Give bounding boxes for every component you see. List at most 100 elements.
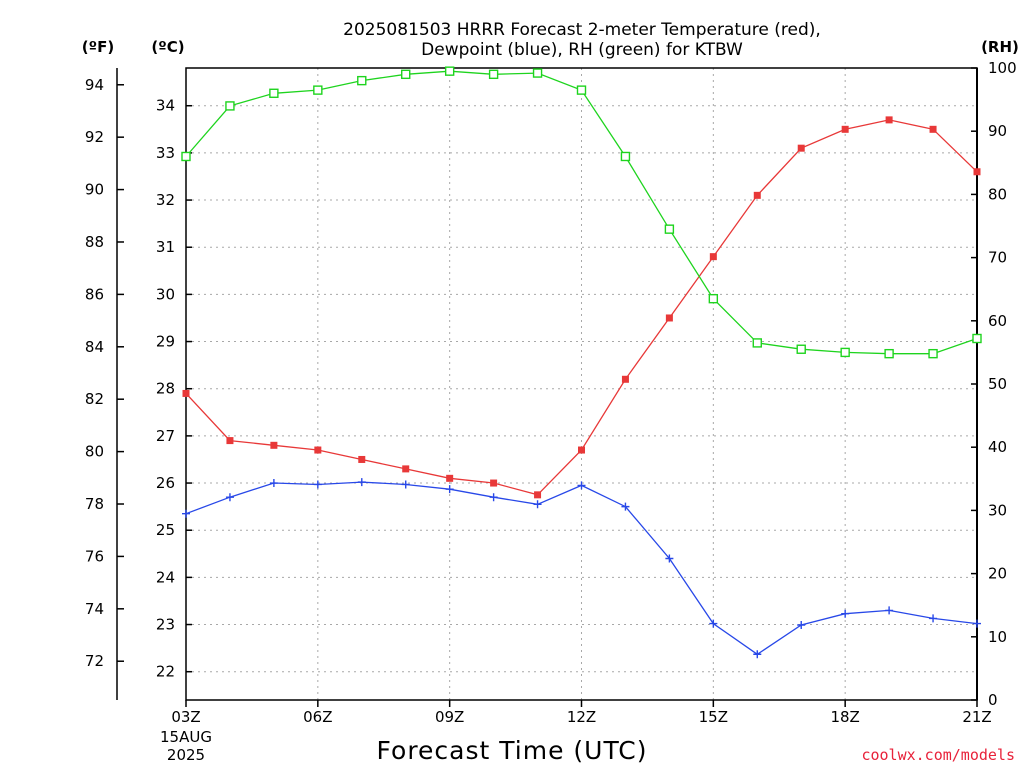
rh-tick-label: 100 (988, 59, 1017, 77)
plot-frame (185, 67, 978, 701)
celsius-tick-label: 26 (156, 474, 175, 492)
x-tick-label: 06Z (303, 708, 332, 726)
dewpoint-point (577, 481, 586, 490)
rh-tick-label: 50 (988, 375, 1007, 393)
rh-point (225, 101, 235, 111)
fahrenheit-tick-label: 86 (85, 285, 104, 303)
celsius-tick-label: 23 (156, 616, 175, 634)
dewpoint-point (269, 479, 278, 488)
celsius-axis-label: (ºC) (151, 38, 184, 56)
rh-point (620, 151, 631, 162)
temperature-point (314, 446, 322, 454)
temperature-series (182, 116, 981, 499)
dewpoint-point (445, 485, 454, 494)
temperature-point (270, 441, 278, 449)
celsius-tick-label: 28 (156, 380, 175, 398)
fahrenheit-tick-label: 72 (85, 652, 104, 670)
rh-point (664, 224, 675, 234)
temperature-point (621, 375, 629, 383)
rh-point (488, 69, 499, 80)
credit-text: coolwx.com/models (861, 746, 1015, 764)
temperature-point (578, 446, 585, 454)
temperature-point (929, 125, 937, 133)
x-tick-label: 21Z (962, 708, 991, 726)
temperature-point (753, 191, 761, 199)
rh-point (840, 347, 850, 358)
dewpoint-point (401, 480, 410, 489)
dewpoint-point (313, 480, 322, 489)
temperature-point (446, 474, 454, 482)
dewpoint-point (533, 500, 542, 509)
rh-axis-label: (RH) (981, 38, 1019, 56)
rh-tick-label: 80 (988, 185, 1007, 203)
rh-tick-label: 30 (988, 501, 1007, 519)
rh-tick-label: 60 (988, 312, 1007, 330)
x-tick-label: 03Z (171, 708, 200, 726)
fahrenheit-tick-label: 94 (85, 76, 104, 94)
rh-point (532, 68, 543, 78)
temperature-point (490, 479, 498, 487)
data-series (181, 66, 982, 659)
dewpoint-point (885, 606, 894, 615)
rh-tick-label: 40 (988, 438, 1007, 456)
chart-title-line-2: Dewpoint (blue), RH (green) for KTBW (421, 40, 743, 60)
celsius-tick-label: 25 (156, 521, 175, 539)
rh-tick-label: 10 (988, 628, 1007, 646)
rh-point (269, 88, 279, 98)
dewpoint-series (182, 478, 981, 659)
rh-point (928, 348, 938, 359)
temperature-point (973, 168, 981, 176)
celsius-tick-label: 33 (156, 144, 175, 162)
chart-title-line-1: 2025081503 HRRR Forecast 2-meter Tempera… (343, 20, 821, 40)
celsius-tick-label: 24 (156, 568, 175, 586)
rh-point (313, 85, 323, 95)
x-tick-label: 09Z (435, 708, 464, 726)
rh-point (884, 348, 894, 359)
rh-point (796, 344, 806, 354)
dewpoint-point (489, 493, 498, 502)
celsius-tick-label: 32 (156, 191, 175, 209)
fahrenheit-tick-label: 88 (85, 233, 104, 251)
fahrenheit-tick-label: 74 (85, 600, 104, 618)
dewpoint-point (797, 621, 806, 630)
temperature-point (226, 437, 234, 445)
temperature-point (665, 314, 673, 322)
rh-point (576, 85, 587, 95)
rh-point (708, 293, 719, 304)
x-tick-label: 18Z (830, 708, 859, 726)
dewpoint-point (841, 609, 850, 618)
rh-tick-label: 90 (988, 122, 1007, 140)
celsius-tick-label: 22 (156, 663, 175, 681)
fahrenheit-tick-label: 80 (85, 443, 104, 461)
dewpoint-point (665, 554, 674, 563)
celsius-tick-label: 30 (156, 285, 175, 303)
temperature-point (358, 455, 366, 463)
dewpoint-point (973, 619, 981, 628)
rh-point (752, 338, 762, 348)
x-tick-label: 15Z (699, 708, 728, 726)
dewpoint-point (225, 493, 234, 502)
fahrenheit-tick-label: 92 (85, 128, 104, 146)
temperature-point (841, 125, 849, 133)
fahrenheit-tick-label: 82 (85, 390, 104, 408)
dewpoint-point (621, 502, 630, 511)
rh-series (181, 66, 982, 359)
fahrenheit-tick-label: 90 (85, 181, 104, 199)
temperature-point (885, 116, 893, 124)
fahrenheit-tick-label: 78 (85, 495, 104, 513)
x-date-label-year: 2025 (167, 746, 205, 764)
grid-lines (186, 68, 977, 700)
x-axis-title: Forecast Time (UTC) (377, 736, 648, 765)
celsius-tick-label: 31 (156, 238, 175, 256)
axes (116, 67, 978, 707)
fahrenheit-axis-label: (ºF) (82, 38, 114, 56)
dewpoint-point (753, 650, 762, 659)
dewpoint-point (709, 619, 718, 628)
celsius-tick-label: 34 (156, 97, 175, 115)
celsius-tick-label: 29 (156, 333, 175, 351)
rh-tick-label: 70 (988, 249, 1007, 267)
temperature-point (709, 253, 717, 261)
celsius-tick-label: 27 (156, 427, 175, 445)
rh-point (357, 75, 367, 86)
